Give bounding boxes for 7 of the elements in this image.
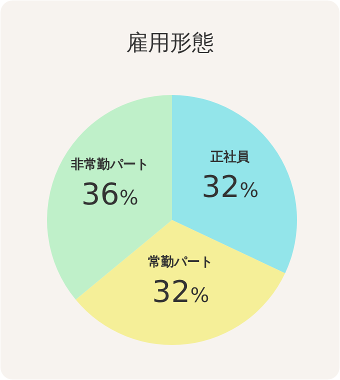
data-label: 32% <box>201 170 259 206</box>
data-label: 36% <box>81 178 138 213</box>
chart-title: 雇用形態 <box>126 31 214 56</box>
slice-label: 常勤パート <box>148 255 214 270</box>
slice-label: 正社員 <box>210 149 251 166</box>
data-label: 32% <box>152 275 210 310</box>
slice-label: 非常勤パート <box>70 158 149 173</box>
